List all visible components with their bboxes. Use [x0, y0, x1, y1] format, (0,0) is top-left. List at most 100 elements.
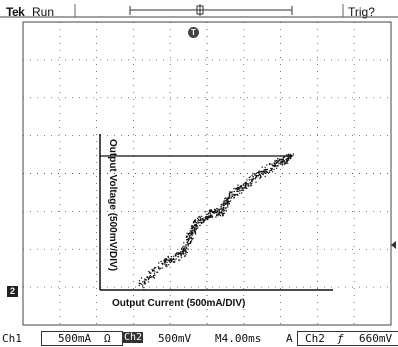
trace-point	[138, 282, 140, 285]
trace-point	[230, 191, 232, 194]
trace-point	[190, 226, 193, 228]
trigger-status: Trig?	[348, 5, 375, 19]
trace-point	[190, 240, 193, 242]
trace-point	[138, 280, 141, 282]
trace-point	[223, 200, 225, 202]
trace-point	[249, 176, 251, 178]
trace-point	[240, 185, 243, 187]
trace-point	[186, 238, 189, 241]
xy-axes	[99, 134, 333, 291]
trace-point	[202, 221, 204, 224]
trace-point	[236, 187, 238, 189]
trace-point	[197, 220, 199, 222]
trace-point	[287, 155, 289, 158]
trace-point	[231, 193, 233, 195]
trace-point	[172, 261, 175, 263]
trace-point	[186, 251, 188, 254]
trace-point	[209, 215, 211, 217]
trace-point	[195, 224, 197, 226]
trace-point	[179, 259, 181, 261]
trace-point	[202, 219, 204, 221]
trace-point	[205, 213, 208, 215]
trace-point	[214, 210, 216, 213]
trace-point	[206, 218, 209, 220]
scope-display: Output Voltage (500mV/DIV) Output Curren…	[0, 4, 398, 326]
trace-point	[230, 196, 232, 199]
trace-point	[185, 252, 187, 254]
trace-point	[258, 171, 260, 173]
trace-point	[216, 213, 218, 215]
trace-point	[264, 166, 266, 169]
trace-point	[190, 230, 193, 232]
trace-point	[258, 174, 260, 176]
trace-point	[143, 281, 146, 283]
trace-point	[168, 258, 170, 260]
trace-point	[196, 225, 199, 227]
trace-point	[292, 155, 294, 157]
trace-point	[239, 192, 241, 194]
trace-point	[217, 209, 219, 211]
trace-point	[242, 188, 244, 190]
trace-point	[224, 202, 226, 204]
trace-point	[194, 233, 197, 235]
xy-trace	[138, 153, 295, 289]
trace-point	[221, 213, 223, 215]
trace-point	[266, 168, 268, 171]
trace-point	[282, 163, 284, 165]
trace-point	[292, 153, 295, 155]
trace-point	[145, 279, 148, 281]
trace-point	[244, 183, 247, 185]
trace-point	[141, 283, 143, 286]
trace-point	[185, 254, 187, 256]
trace-point	[226, 203, 228, 205]
trace-point	[198, 219, 200, 222]
trace-point	[224, 207, 227, 209]
trace-point	[164, 263, 166, 265]
trace-point	[186, 236, 189, 238]
acquisition-status: Run	[32, 5, 55, 19]
trace-point	[228, 194, 231, 196]
y-axis-label: Output Voltage (500mV/DIV)	[107, 139, 118, 271]
trace-point	[161, 267, 163, 269]
trace-point	[264, 170, 267, 172]
ch2-label[interactable]: Ch2	[123, 332, 144, 343]
trace-point	[222, 209, 224, 211]
trigger-settings-box[interactable]	[297, 331, 398, 346]
trace-point	[169, 259, 171, 261]
trace-point	[183, 247, 186, 249]
trace-point	[275, 165, 277, 168]
trace-point	[228, 193, 231, 195]
trace-point	[282, 161, 284, 163]
trace-point	[211, 210, 213, 212]
trace-point	[265, 172, 267, 175]
trace-point	[159, 267, 162, 270]
trace-point	[191, 225, 193, 227]
trace-point	[228, 202, 230, 205]
trace-point	[220, 204, 222, 206]
trace-point	[205, 215, 208, 218]
trace-point	[289, 157, 292, 160]
trace-point	[182, 246, 184, 248]
trace-point	[218, 213, 220, 215]
trace-point	[237, 184, 239, 186]
trace-point	[236, 190, 238, 193]
trigger-mode: A	[286, 332, 293, 345]
trace-point	[171, 258, 173, 261]
trace-point	[160, 260, 162, 263]
trace-point	[150, 272, 152, 274]
trace-point	[280, 160, 283, 163]
trace-point	[195, 222, 198, 224]
trace-point	[151, 268, 153, 271]
trace-point	[190, 241, 192, 243]
trace-point	[269, 163, 272, 165]
trace-point	[166, 261, 168, 263]
trace-point	[269, 169, 271, 172]
trace-point	[193, 227, 195, 229]
ch1-scale-box[interactable]	[41, 331, 123, 346]
trace-point	[175, 258, 177, 260]
trace-point	[249, 182, 251, 184]
trace-point	[289, 153, 292, 156]
trace-point	[219, 208, 221, 210]
trace-point	[252, 178, 254, 180]
trace-point	[246, 187, 248, 190]
